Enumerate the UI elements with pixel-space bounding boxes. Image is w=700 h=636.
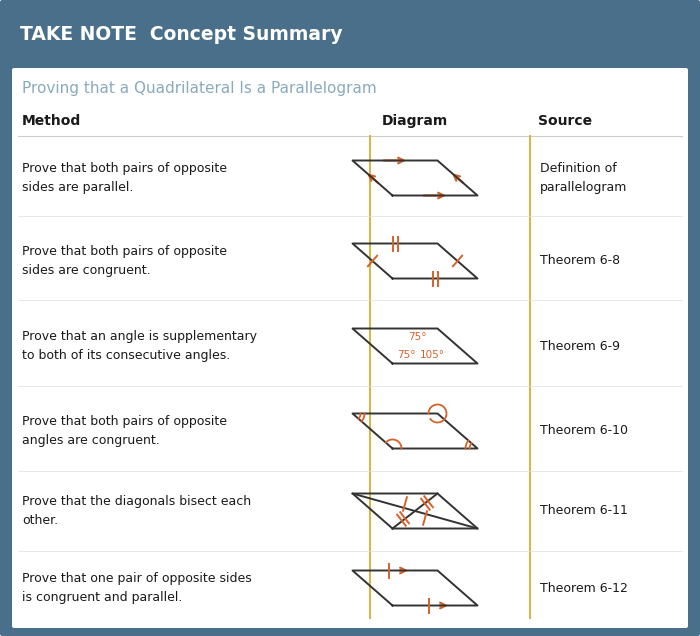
Text: 105°: 105° xyxy=(420,350,445,359)
Text: Prove that both pairs of opposite
sides are congruent.: Prove that both pairs of opposite sides … xyxy=(22,245,227,277)
Text: 75°: 75° xyxy=(408,333,427,343)
Bar xyxy=(4,4,696,68)
Text: Prove that both pairs of opposite
sides are parallel.: Prove that both pairs of opposite sides … xyxy=(22,162,227,194)
Text: Source: Source xyxy=(538,114,592,128)
Text: Proving that a Quadrilateral Is a Parallelogram: Proving that a Quadrilateral Is a Parall… xyxy=(22,81,377,95)
Text: Prove that an angle is supplementary
to both of its consecutive angles.: Prove that an angle is supplementary to … xyxy=(22,330,257,362)
Text: Definition of
parallelogram: Definition of parallelogram xyxy=(540,162,627,194)
Text: Method: Method xyxy=(22,114,81,128)
Text: Diagram: Diagram xyxy=(382,114,448,128)
Text: TAKE NOTE  Concept Summary: TAKE NOTE Concept Summary xyxy=(20,25,342,45)
FancyBboxPatch shape xyxy=(12,68,688,628)
Text: Prove that one pair of opposite sides
is congruent and parallel.: Prove that one pair of opposite sides is… xyxy=(22,572,252,604)
Text: Theorem 6-12: Theorem 6-12 xyxy=(540,581,628,595)
Text: Theorem 6-11: Theorem 6-11 xyxy=(540,504,628,518)
Text: Prove that the diagonals bisect each
other.: Prove that the diagonals bisect each oth… xyxy=(22,495,251,527)
Text: Prove that both pairs of opposite
angles are congruent.: Prove that both pairs of opposite angles… xyxy=(22,415,227,447)
Text: Theorem 6-9: Theorem 6-9 xyxy=(540,340,620,352)
Text: 75°: 75° xyxy=(398,350,416,359)
Text: Theorem 6-8: Theorem 6-8 xyxy=(540,254,620,268)
Text: Theorem 6-10: Theorem 6-10 xyxy=(540,424,628,438)
